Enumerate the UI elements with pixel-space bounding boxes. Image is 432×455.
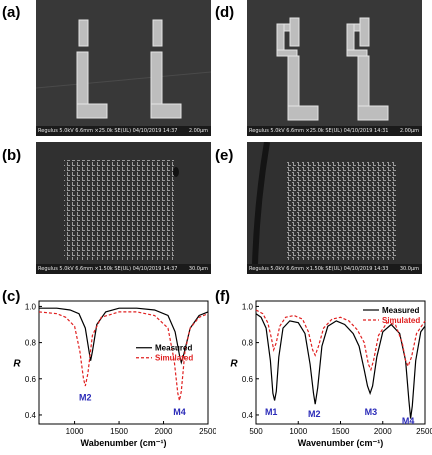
sem-scalebar-label-a: 2.00μm — [188, 128, 208, 134]
sem-info-text-d: Regulus 5.0kV 6.6mm ×25.0k SE(UL) 04/10/… — [249, 128, 389, 134]
chart-c-y-axis-label: R — [13, 359, 21, 370]
panel-label-d: (d) — [215, 4, 235, 21]
chart-c-x-tick-label: 1500 — [110, 427, 128, 436]
spectrum-chart-f: 500 1000 1500 2000 2500 0.4 0.6 0.8 1.0 Wavenumbe… — [230, 300, 432, 448]
chart-f-mode-label: M1 — [265, 407, 278, 417]
sem-info-text-e: Regulus 5.0kV 6.6mm ×1.50k SE(UL) 04/10/… — [249, 266, 389, 272]
panel-label-b: (b) — [2, 147, 22, 164]
sem-image-d: Regulus 5.0kV 6.6mm ×25.0k SE(UL) 04/10/… — [247, 0, 422, 136]
chart-c-x-axis-label: Wabenumber (cm⁻¹) — [81, 438, 167, 448]
chart-f-x-tick-label: 2000 — [374, 427, 392, 436]
chart-c-series-measured — [39, 307, 209, 365]
chart-f-y-tick-label: 1.0 — [242, 302, 254, 311]
sem-array-b — [36, 142, 211, 264]
chart-c-x-tick-label: 2000 — [155, 427, 173, 436]
chart-f-series-measured — [255, 313, 426, 419]
sem-scalebar-label-e: 30.0μm — [399, 266, 419, 272]
chart-c-x-tick-label: 1000 — [66, 427, 84, 436]
chart-f-legend-entry: Simulated — [382, 316, 420, 325]
chart-c-legend-entry: Measured — [155, 344, 192, 353]
chart-f-x-axis-label: Wavenumber (cm⁻¹) — [298, 438, 383, 448]
chart-f-mode-label: M3 — [365, 407, 378, 417]
chart-c-mode-label: M4 — [173, 407, 186, 417]
chart-f-mode-label: M2 — [308, 409, 321, 419]
chart-f-mode-label: M4 — [402, 416, 415, 426]
chart-f-x-tick-label: 1000 — [289, 427, 307, 436]
chart-f-x-tick-label: 1500 — [332, 427, 350, 436]
chart-c-y-tick-label: 0.4 — [25, 411, 37, 420]
sem-info-bar-a: Regulus 5.0kV 6.6mm ×25.0k SE(UL) 04/10/… — [36, 126, 211, 136]
sem-info-bar-b: Regulus 5.0kV 6.6mm ×1.50k SE(UL) 04/10/… — [36, 264, 211, 274]
sem-image-b: Regulus 5.0kV 6.6mm ×1.50k SE(UL) 04/10/… — [36, 142, 211, 274]
chart-c-series-simulated — [38, 311, 209, 401]
sem-info-text-a: Regulus 5.0kV 6.6mm ×25.0k SE(UL) 04/10/… — [38, 128, 178, 134]
sem-structures-d — [247, 0, 422, 126]
panel-label-a: (a) — [2, 4, 21, 21]
sem-array-e — [247, 142, 422, 264]
chart-f-y-tick-label: 0.6 — [242, 375, 254, 384]
sem-info-bar-d: Regulus 5.0kV 6.6mm ×25.0k SE(UL) 04/10/… — [247, 126, 422, 136]
sem-info-text-b: Regulus 5.0kV 6.6mm ×1.50k SE(UL) 04/10/… — [38, 266, 178, 272]
chart-f-x-tick-label: 500 — [249, 427, 263, 436]
panel-label-c: (c) — [2, 288, 21, 305]
chart-c-legend-entry: Simulated — [155, 354, 193, 363]
chart-f-legend-entry: Measured — [382, 306, 419, 315]
chart-f-y-tick-label: 0.4 — [242, 411, 254, 420]
chart-c-mode-label: M2 — [79, 392, 92, 402]
chart-f-y-axis-label: R — [230, 359, 238, 370]
sem-image-a: Regulus 5.0kV 6.6mm ×25.0k SE(UL) 04/10/… — [36, 0, 211, 136]
spectrum-chart-c: 1000 1500 2000 2500 0.4 0.6 0.8 1.0 Wabenumber (… — [13, 300, 216, 448]
chart-c-y-tick-label: 0.8 — [25, 339, 37, 348]
chart-c-y-tick-label: 1.0 — [25, 302, 37, 311]
sem-scalebar-label-b: 30.0μm — [188, 266, 208, 272]
chart-f-y-tick-label: 0.8 — [242, 339, 254, 348]
sem-info-bar-e: Regulus 5.0kV 6.6mm ×1.50k SE(UL) 04/10/… — [247, 264, 422, 274]
sem-structures-a — [36, 0, 211, 126]
chart-c-y-tick-label: 0.6 — [25, 375, 37, 384]
chart-c-plot-frame — [38, 300, 209, 425]
sem-scalebar-label-d: 2.00μm — [399, 128, 419, 134]
chart-f-x-tick-label: 2500 — [416, 427, 432, 436]
panel-label-e: (e) — [215, 147, 234, 164]
sem-image-e: Regulus 5.0kV 6.6mm ×1.50k SE(UL) 04/10/… — [247, 142, 422, 274]
chart-f-series-simulated — [255, 309, 426, 372]
panel-label-f: (f) — [215, 288, 230, 305]
chart-c-x-tick-label: 2500 — [199, 427, 216, 436]
